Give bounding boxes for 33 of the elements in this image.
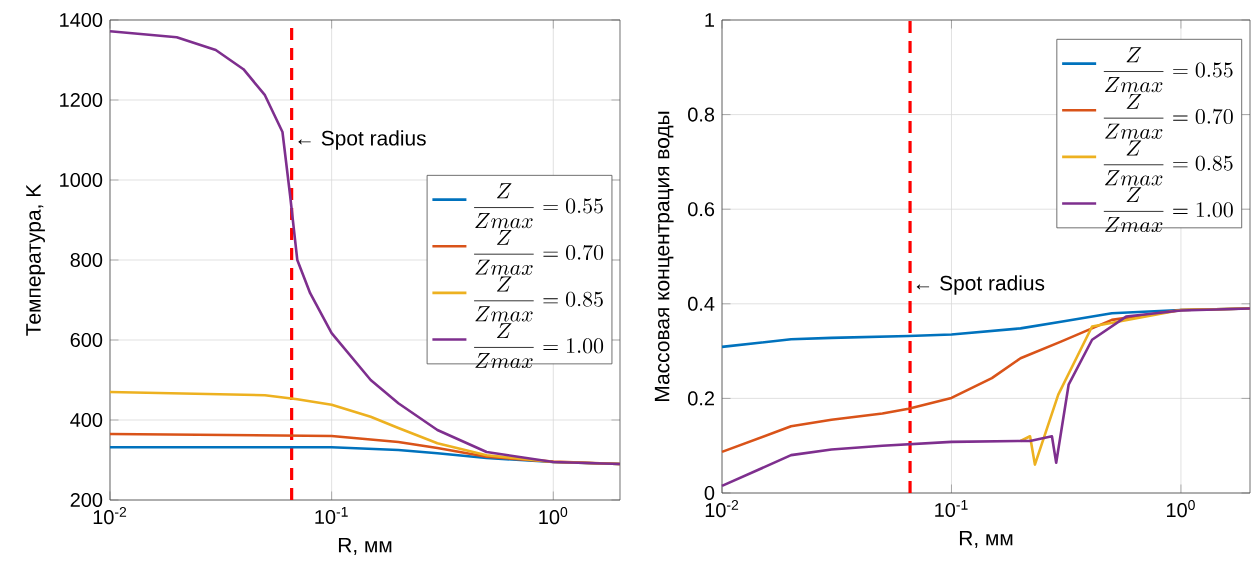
y-tick-label: 0.2 xyxy=(688,391,714,406)
y-tick-label: 1000 xyxy=(60,172,103,188)
y-tick-label: 0.8 xyxy=(688,107,715,122)
legend-label: $\frac{Z}{Zmax} = 0.55$ xyxy=(1103,47,1233,93)
annotation: ← Spot radius xyxy=(916,275,1045,295)
annotation: ← Spot radius xyxy=(298,130,426,150)
x-tick-label: 10$^{0}$ xyxy=(539,507,568,525)
x-tick-label: 10$^{-1}$ xyxy=(315,507,348,525)
y-tick-label: 600 xyxy=(70,332,103,348)
y-tick-label: 200 xyxy=(70,492,103,508)
y-tick-label: 800 xyxy=(70,252,103,268)
x-tick-label: 10$^{-2}$ xyxy=(705,500,739,518)
x-axis-title: R, мм xyxy=(959,530,1013,548)
legend-label: $\frac{Z}{Zmax} = 0.85$ xyxy=(474,276,603,322)
y-tick-label: 0 xyxy=(704,485,715,501)
x-tick-label: 10$^{-1}$ xyxy=(935,500,968,518)
legend-label: $\frac{Z}{Zmax} = 1.00$ xyxy=(1103,187,1233,233)
legend-label: $\frac{Z}{Zmax} = 1.00$ xyxy=(474,323,604,369)
x-tick-label: 10$^{0}$ xyxy=(1167,500,1195,518)
legend-label: $\frac{Z}{Zmax} = 0.55$ xyxy=(474,183,603,229)
y-tick-label: 1400 xyxy=(60,12,103,28)
legend-label: $\frac{Z}{Zmax} = 0.70$ xyxy=(474,229,604,275)
y-axis-title: Температура, K xyxy=(26,184,45,336)
legend-label: $\frac{Z}{Zmax} = 0.70$ xyxy=(1103,93,1233,139)
legend-label: $\frac{Z}{Zmax} = 0.85$ xyxy=(1103,140,1233,186)
y-tick-label: 0.4 xyxy=(688,296,715,311)
y-tick-label: 400 xyxy=(70,412,103,428)
y-tick-label: 1 xyxy=(705,13,715,27)
y-tick-label: 0.6 xyxy=(688,202,715,217)
x-tick-label: 10$^{-2}$ xyxy=(93,507,127,525)
y-tick-label: 1200 xyxy=(60,92,103,108)
y-axis-title: Массовая концентрация воды xyxy=(654,111,674,401)
x-axis-title: R, мм xyxy=(338,537,392,555)
